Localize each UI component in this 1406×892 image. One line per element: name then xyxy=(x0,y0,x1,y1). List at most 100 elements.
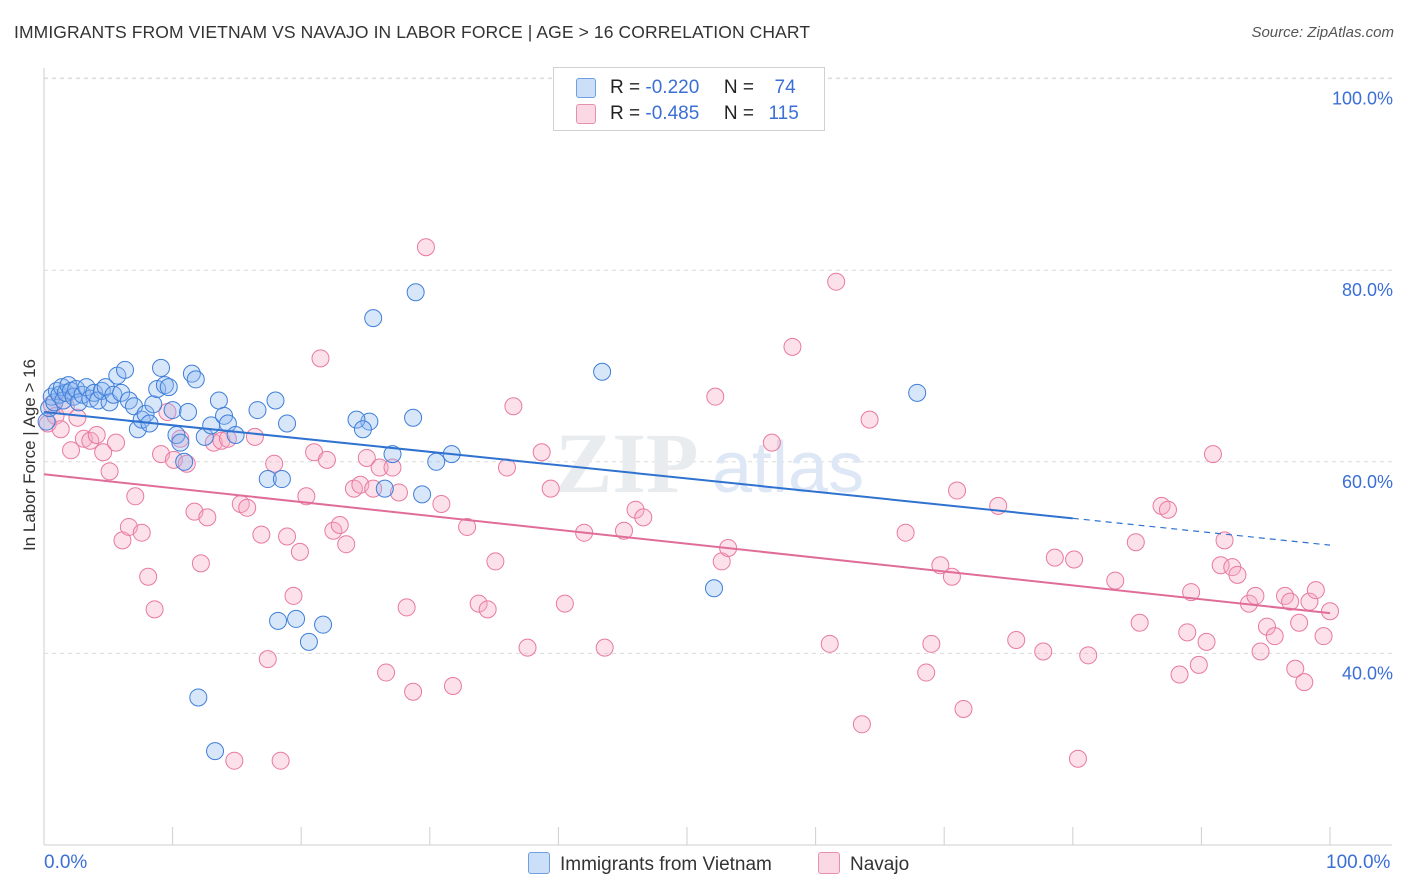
navajo-point xyxy=(357,448,376,467)
navajo-point xyxy=(762,433,781,452)
legend-n-value: 74 xyxy=(774,77,796,98)
vietnam-point xyxy=(206,742,225,761)
navajo-point xyxy=(469,594,488,613)
legend-r-label: R = xyxy=(610,77,641,98)
navajo-point xyxy=(896,523,915,542)
navajo-point xyxy=(1068,749,1087,768)
navajo-point xyxy=(132,523,151,542)
navajo-point xyxy=(1065,550,1084,569)
vietnam-point xyxy=(159,378,178,397)
watermark-zip: ZIP xyxy=(555,415,698,511)
vietnam-point xyxy=(278,414,297,433)
navajo-point xyxy=(1178,623,1197,642)
watermark-atlas: atlas xyxy=(712,428,864,508)
navajo-point xyxy=(1275,586,1294,605)
legend-item-vietnam: Immigrants from Vietnam xyxy=(528,852,772,876)
y-tick-label: 40.0% xyxy=(1342,663,1393,683)
legend-n-value: 115 xyxy=(768,103,799,124)
navajo-point xyxy=(1203,445,1222,464)
legend-n-label: N = xyxy=(723,77,754,98)
legend-label-vietnam: Immigrants from Vietnam xyxy=(560,854,772,875)
navajo-point xyxy=(1265,627,1284,646)
navajo-point xyxy=(1286,659,1305,678)
vietnam-point xyxy=(383,445,402,464)
navajo-point xyxy=(931,556,950,575)
navajo-point xyxy=(1007,630,1026,649)
y-tick-label: 60.0% xyxy=(1342,472,1393,492)
vietnam-trend-extension xyxy=(1072,517,1331,546)
navajo-point xyxy=(258,650,277,669)
vietnam-point xyxy=(179,402,198,421)
vietnam-point xyxy=(908,383,927,402)
navajo-point xyxy=(177,454,196,473)
navajo-point xyxy=(271,751,290,770)
navajo-point xyxy=(1126,533,1145,552)
vietnam-point xyxy=(353,420,372,439)
vietnam-point xyxy=(226,425,245,444)
navajo-trend-line xyxy=(43,473,1331,615)
navajo-point xyxy=(330,516,349,535)
navajo-point xyxy=(1251,642,1270,661)
navajo-point xyxy=(1257,617,1276,636)
legend-label-navajo: Navajo xyxy=(850,854,910,875)
legend-swatch-pink xyxy=(818,852,840,874)
navajo-point xyxy=(1290,613,1309,632)
vietnam-point xyxy=(209,391,228,410)
navajo-point xyxy=(1228,565,1247,584)
y-tick-label: 100.0% xyxy=(1332,89,1393,109)
navajo-point xyxy=(68,408,87,427)
navajo-point xyxy=(1158,500,1177,519)
source-label: Source: ZipAtlas.com xyxy=(1251,24,1394,41)
navajo-point xyxy=(51,420,70,439)
vietnam-point xyxy=(404,408,423,427)
navajo-point xyxy=(397,598,416,617)
navajo-point xyxy=(1106,571,1125,590)
navajo-point xyxy=(614,521,633,540)
navajo-point xyxy=(860,410,879,429)
vietnam-point xyxy=(266,391,285,410)
navajo-point xyxy=(94,443,113,462)
navajo-point xyxy=(1170,665,1189,684)
navajo-point xyxy=(1189,655,1208,674)
navajo-point xyxy=(827,272,846,291)
vietnam-point xyxy=(269,611,288,630)
navajo-point xyxy=(337,535,356,554)
vietnam-point xyxy=(593,362,612,381)
chart-title: IMMIGRANTS FROM VIETNAM VS NAVAJO IN LAB… xyxy=(14,22,811,42)
navajo-point xyxy=(443,676,462,695)
navajo-point xyxy=(922,634,941,653)
navajo-point xyxy=(1321,602,1339,621)
watermark: ZIP atlas xyxy=(555,415,864,511)
navajo-point xyxy=(100,462,119,481)
x-tick-label-max: 100.0% xyxy=(1326,852,1391,873)
legend-r-value: -0.485 xyxy=(645,103,700,124)
navajo-point xyxy=(626,500,645,519)
trend-lines xyxy=(43,410,1331,615)
navajo-point xyxy=(432,494,451,513)
navajo-point xyxy=(518,638,537,657)
navajo-point xyxy=(198,508,217,527)
navajo-point xyxy=(62,441,81,460)
vietnam-point xyxy=(96,378,115,397)
navajo-point xyxy=(377,663,396,682)
y-tick-labels: 100.0% 80.0% 60.0% 40.0% xyxy=(1332,89,1393,684)
navajo-point xyxy=(191,554,210,573)
navajo-point xyxy=(706,387,725,406)
navajo-point xyxy=(532,443,551,462)
navajo-point xyxy=(311,349,330,368)
vietnam-point xyxy=(272,470,291,489)
navajo-point xyxy=(126,487,145,506)
navajo-point xyxy=(370,458,389,477)
axes xyxy=(43,68,1392,846)
vietnam-point xyxy=(89,391,108,410)
vietnam-point xyxy=(189,688,208,707)
navajo-point xyxy=(1182,583,1201,602)
navajo-point xyxy=(252,525,271,544)
navajo-point xyxy=(1314,627,1333,646)
vietnam-point xyxy=(144,395,163,414)
navajo-point xyxy=(238,498,257,517)
vietnam-point xyxy=(406,283,425,302)
legend-swatch-pink xyxy=(576,104,596,124)
legend-item-navajo: Navajo xyxy=(818,852,909,876)
vietnam-point xyxy=(248,401,267,420)
